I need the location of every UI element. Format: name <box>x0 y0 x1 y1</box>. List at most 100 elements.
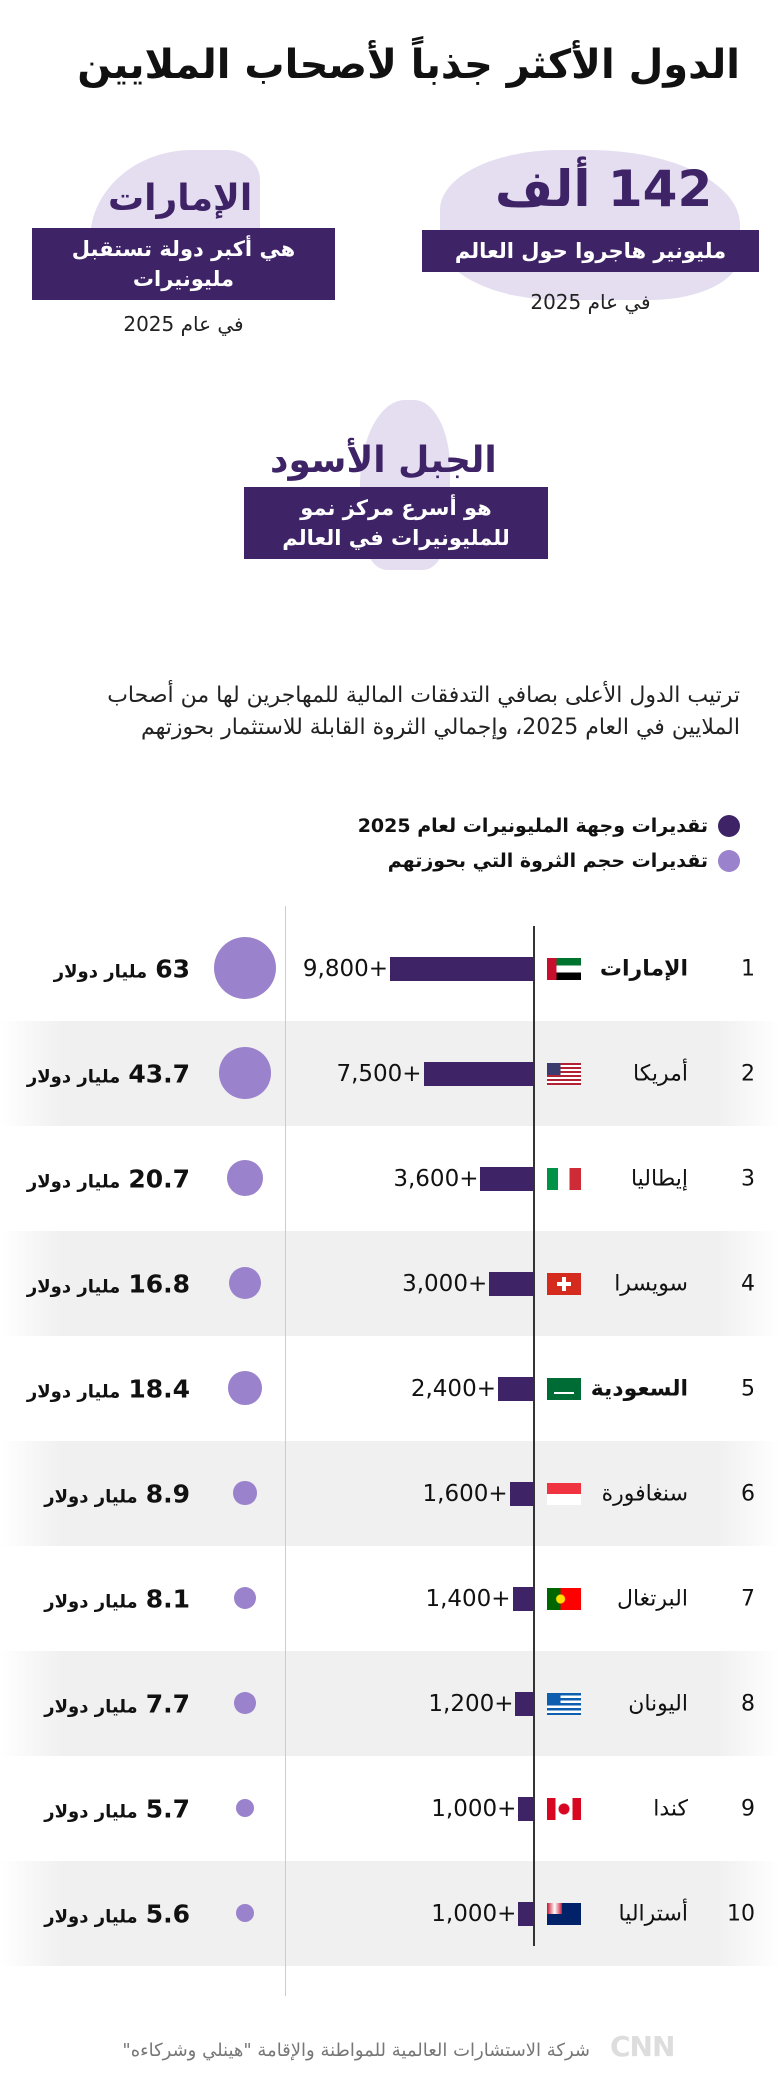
destination-value-label: 3,000+ <box>402 1270 488 1297</box>
singapore-flag-icon <box>547 1482 581 1505</box>
wealth-unit: مليار دولار <box>26 1276 121 1297</box>
table-row: 8 اليونان 1,200+ 7.7 مليار دولار <box>0 1651 780 1756</box>
stat-uae-band: هي أكبر دولة تستقبل مليونيرات <box>32 228 335 300</box>
legend-label: تقديرات حجم الثروة التي بحوزتهم <box>387 850 708 872</box>
table-row: 1 الإمارات 9,800+ 63 مليار دولار <box>0 916 780 1021</box>
country-name: البرتغال <box>616 1586 688 1611</box>
wealth-number: 63 <box>155 954 190 983</box>
wealth-value-label: 8.1 مليار دولار <box>44 1584 190 1613</box>
wealth-unit: مليار دولار <box>44 1696 138 1717</box>
destination-bar <box>518 1901 533 1926</box>
australia-flag-icon <box>547 1902 581 1925</box>
destination-bar <box>423 1061 533 1086</box>
destination-bar <box>515 1691 533 1716</box>
wealth-unit: مليار دولار <box>26 1381 121 1402</box>
table-row: 10 أستراليا 1,000+ 5.6 مليار دولار <box>0 1861 780 1966</box>
country-name: اليونان <box>628 1691 688 1716</box>
wealth-unit: مليار دولار <box>44 1801 138 1822</box>
italy-flag-icon <box>547 1167 581 1190</box>
wealth-bubble <box>233 1481 257 1505</box>
wealth-number: 18.4 <box>128 1374 190 1403</box>
country-name: أمريكا <box>632 1061 688 1086</box>
rank-number: 5 <box>741 1376 755 1401</box>
stat-emigrants-year: في عام 2025 <box>530 290 651 314</box>
wealth-bubble <box>214 937 276 999</box>
rank-number: 2 <box>741 1061 755 1086</box>
wealth-bubble <box>233 1586 257 1610</box>
country-name: كندا <box>653 1796 688 1821</box>
table-row: 2 أمريكا 7,500+ 43.7 مليار دولار <box>0 1021 780 1126</box>
wealth-number: 7.7 <box>145 1689 190 1718</box>
wealth-unit: مليار دولار <box>44 1906 138 1927</box>
divider-line <box>285 906 286 1996</box>
table-row: 6 سنغافورة 1,600+ 8.9 مليار دولار <box>0 1441 780 1546</box>
table-row: 3 إيطاليا 3,600+ 20.7 مليار دولار <box>0 1126 780 1231</box>
destination-value-label: 1,200+ <box>428 1690 514 1717</box>
destination-bar <box>512 1586 533 1611</box>
destination-value-label: 1,600+ <box>422 1480 508 1507</box>
destination-value-label: 2,400+ <box>410 1375 496 1402</box>
page-title: الدول الأكثر جذباً لأصحاب الملايين <box>77 42 740 88</box>
wealth-number: 5.7 <box>145 1794 190 1823</box>
rank-number: 6 <box>741 1481 755 1506</box>
country-name: أستراليا <box>618 1901 688 1926</box>
legend-destination: تقديرات وجهة المليونيرات لعام 2025 <box>358 815 740 837</box>
table-row: 4 سويسرا 3,000+ 16.8 مليار دولار <box>0 1231 780 1336</box>
wealth-bubble <box>235 1903 255 1923</box>
wealth-bubble <box>235 1798 255 1818</box>
wealth-bubble <box>234 1692 256 1714</box>
wealth-value-label: 5.6 مليار دولار <box>44 1899 190 1928</box>
table-row: 9 كندا 1,000+ 5.7 مليار دولار <box>0 1756 780 1861</box>
country-name: السعودية <box>590 1376 688 1401</box>
wealth-value-label: 5.7 مليار دولار <box>44 1794 190 1823</box>
source-text: شركة الاستشارات العالمية للمواطنة والإقا… <box>122 2040 590 2061</box>
greece-flag-icon <box>547 1692 581 1715</box>
destination-bar <box>480 1166 533 1191</box>
country-name: إيطاليا <box>630 1166 688 1191</box>
wealth-number: 16.8 <box>128 1269 190 1298</box>
wealth-number: 8.9 <box>145 1479 190 1508</box>
country-name: الإمارات <box>599 956 688 981</box>
country-name: سنغافورة <box>601 1481 688 1506</box>
stat-emigrants-band: مليونير هاجروا حول العالم <box>422 230 759 272</box>
world-map-shape <box>440 150 740 300</box>
rank-number: 3 <box>741 1166 755 1191</box>
stat-emigrants-number: 142 ألف <box>495 160 713 218</box>
stat-uae-title: الإمارات <box>108 178 253 219</box>
legend-label: تقديرات وجهة المليونيرات لعام 2025 <box>357 815 708 837</box>
table-row: 5 السعودية 2,400+ 18.4 مليار دولار <box>0 1336 780 1441</box>
destination-bar <box>390 956 533 981</box>
stat-uae-year: في عام 2025 <box>123 312 244 336</box>
wealth-value-label: 8.9 مليار دولار <box>44 1479 190 1508</box>
saudi-flag-icon <box>547 1377 581 1400</box>
switzerland-flag-icon <box>547 1272 581 1295</box>
wealth-unit: مليار دولار <box>53 961 148 982</box>
wealth-value-label: 16.8 مليار دولار <box>27 1269 190 1298</box>
wealth-value-label: 7.7 مليار دولار <box>44 1689 190 1718</box>
rank-number: 4 <box>741 1271 755 1296</box>
wealth-unit: مليار دولار <box>44 1486 138 1507</box>
wealth-number: 5.6 <box>145 1899 190 1928</box>
destination-value-label: 9,800+ <box>302 955 388 982</box>
destination-bar <box>489 1271 533 1296</box>
wealth-value-label: 63 مليار دولار <box>54 954 190 983</box>
wealth-bubble <box>227 1160 263 1196</box>
wealth-bubble <box>228 1371 262 1405</box>
destination-bar <box>518 1796 533 1821</box>
chart-intro: ترتيب الدول الأعلى بصافي التدفقات المالي… <box>107 683 740 740</box>
wealth-number: 8.1 <box>145 1584 190 1613</box>
wealth-value-label: 20.7 مليار دولار <box>27 1164 190 1193</box>
rank-number: 8 <box>741 1691 755 1716</box>
destination-value-label: 1,000+ <box>431 1900 517 1927</box>
axis-line <box>533 926 535 1946</box>
wealth-unit: مليار دولار <box>44 1591 138 1612</box>
destination-value-label: 7,500+ <box>336 1060 422 1087</box>
destination-value-label: 3,600+ <box>393 1165 479 1192</box>
portugal-flag-icon <box>547 1587 581 1610</box>
wealth-value-label: 18.4 مليار دولار <box>27 1374 190 1403</box>
wealth-bubble <box>228 1266 261 1299</box>
canada-flag-icon <box>547 1797 581 1820</box>
destination-value-label: 1,000+ <box>431 1795 517 1822</box>
rank-number: 1 <box>741 956 755 981</box>
